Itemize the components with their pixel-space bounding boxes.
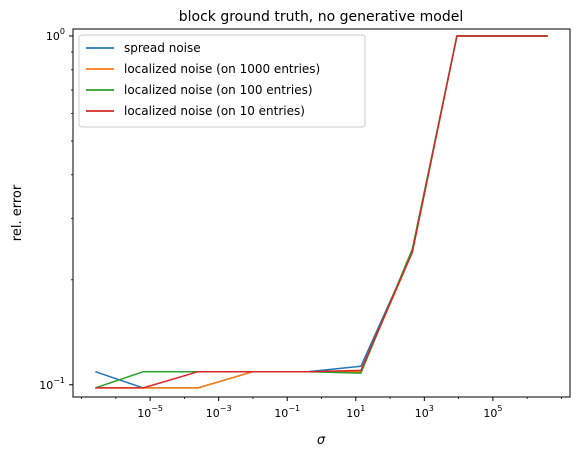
legend-box [78,34,366,128]
legend-label-1: localized noise (on 1000 entries) [124,62,320,76]
legend: spread noise localized noise (on 1000 ent… [78,34,366,128]
x-tick-label: 10−3 [206,404,232,420]
x-tick-label: 105 [483,404,502,420]
y-axis-label: rel. error [10,184,25,241]
series-line-3 [95,35,548,389]
x-tick-label: 10−5 [137,404,163,420]
x-tick-label: 10−1 [274,404,300,420]
legend-label-3: localized noise (on 10 entries) [124,104,305,118]
x-tick-label: 103 [415,404,434,420]
y-tick-label: 10−1 [39,376,65,392]
legend-label-0: spread noise [124,41,201,55]
x-axis-label: σ [317,433,326,448]
y-tick-label: 100 [46,27,65,43]
x-tick-label: 101 [346,404,365,420]
chart-title: block ground truth, no generative model [179,9,464,25]
legend-label-2: localized noise (on 100 entries) [124,83,313,97]
